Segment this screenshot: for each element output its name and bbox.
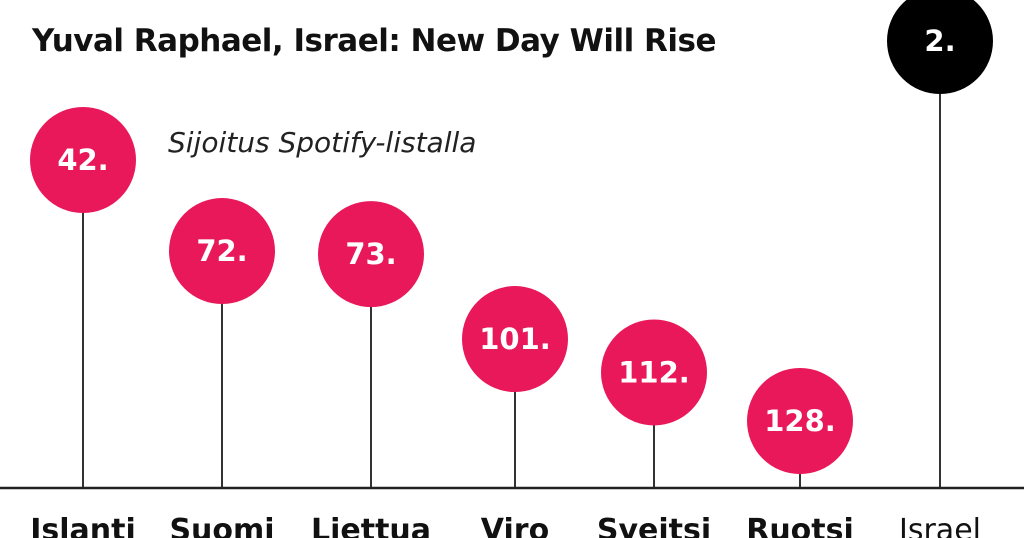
category-label-liettua: Liettua (311, 513, 431, 538)
value-label-suomi: 72. (196, 234, 247, 268)
category-label-ruotsi: Ruotsi (746, 513, 854, 538)
category-label-viro: Viro (481, 513, 549, 538)
bubble-islanti (30, 107, 136, 213)
category-label-suomi: Suomi (169, 513, 274, 538)
bubble-liettua (318, 201, 424, 308)
bubble-viro (462, 286, 568, 393)
bubble-israel (887, 0, 993, 94)
category-label-israel: Israel (899, 513, 981, 538)
chart-subtitle: Sijoitus Spotify-listalla (168, 126, 476, 159)
chart-title: Yuval Raphael, Israel: New Day Will Rise (31, 23, 716, 59)
value-label-sveitsi: 112. (618, 355, 690, 389)
category-label-islanti: Islanti (30, 513, 136, 538)
bubble-ruotsi (747, 368, 853, 474)
value-label-ruotsi: 128. (764, 404, 836, 438)
value-label-liettua: 73. (345, 237, 396, 271)
value-label-islanti: 42. (57, 143, 108, 177)
bubble-sveitsi (601, 319, 707, 426)
value-label-viro: 101. (479, 322, 551, 356)
value-label-israel: 2. (924, 24, 955, 58)
category-labels-group: Islanti Suomi Liettua Viro Sveitsi Ruotsi Isra… (30, 513, 981, 538)
bubble-suomi (169, 198, 275, 305)
bubbles-group: 42. 72. 73. 101. 112. 128. 2. (30, 0, 993, 474)
category-label-sveitsi: Sveitsi (597, 513, 711, 538)
